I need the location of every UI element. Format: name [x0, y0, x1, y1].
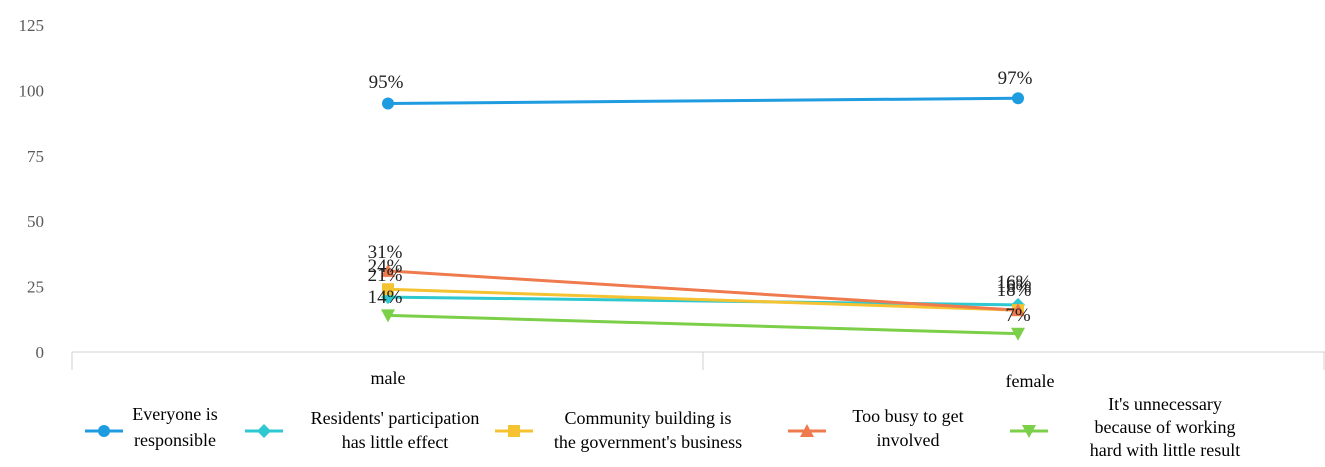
data-label: 24% — [368, 256, 403, 277]
data-label: 14% — [368, 287, 403, 308]
legend-label: because of working — [1095, 417, 1236, 437]
x-category-label: female — [1006, 371, 1055, 391]
series-4 — [381, 263, 1025, 317]
series-line — [387, 287, 1019, 312]
data-point — [382, 283, 394, 296]
legend: Everyone is responsible Residents' partici… — [85, 394, 1240, 460]
data-labels: 95% 97% 21% 18% 24% 16% 31% 16% 14% 7% — [368, 68, 1033, 326]
data-label: 97% — [998, 68, 1033, 89]
x-category-label: male — [371, 368, 406, 388]
legend-label: Community building is — [564, 408, 731, 428]
series-lines — [381, 92, 1025, 341]
legend-item-3: Community building is the government's bu… — [495, 408, 742, 452]
legend-label: Everyone is — [132, 404, 217, 424]
y-tick-label: 75 — [27, 147, 44, 166]
data-label: 16% — [997, 272, 1032, 293]
legend-label: the government's business — [554, 432, 742, 452]
data-point — [381, 309, 395, 323]
legend-item-4: Too busy to get involved — [788, 406, 964, 450]
series-line — [387, 313, 1019, 336]
axes — [71, 351, 1325, 370]
series-line — [387, 96, 1019, 105]
legend-label: involved — [877, 430, 940, 450]
y-tick-label: 0 — [36, 343, 45, 362]
data-point — [381, 263, 395, 277]
data-point — [1011, 327, 1025, 341]
y-tick-label: 25 — [27, 278, 44, 297]
data-label: 16% — [997, 276, 1032, 297]
legend-label: responsible — [134, 430, 216, 450]
legend-label: Residents' participation — [311, 408, 480, 428]
legend-swatch-marker — [508, 425, 520, 437]
series-line — [387, 269, 1019, 312]
data-point — [1011, 303, 1025, 317]
legend-item-5: It's unnecessary because of working hard w… — [1010, 394, 1240, 460]
data-point — [382, 97, 394, 110]
legend-label: has little effect — [342, 432, 449, 452]
legend-swatch-marker — [1022, 425, 1036, 438]
legend-label: Too busy to get — [852, 406, 963, 426]
legend-swatch-marker — [800, 424, 814, 437]
legend-item-1: Everyone is responsible — [85, 404, 218, 450]
series-1 — [382, 92, 1024, 110]
data-label: 31% — [368, 242, 403, 263]
series-5 — [381, 309, 1025, 341]
y-axis-ticks: 0 25 50 75 100 125 — [19, 16, 45, 362]
data-label: 95% — [369, 72, 404, 93]
y-tick-label: 125 — [19, 16, 45, 35]
legend-swatch-marker — [257, 424, 271, 438]
legend-label: hard with little result — [1090, 440, 1240, 460]
data-label: 18% — [997, 280, 1032, 301]
x-axis-categories: male female — [371, 368, 1055, 391]
data-point — [1012, 92, 1024, 105]
data-label: 7% — [1005, 305, 1031, 326]
y-tick-label: 100 — [19, 81, 45, 100]
y-tick-label: 50 — [27, 212, 44, 231]
legend-swatch-marker — [98, 425, 110, 437]
legend-label: It's unnecessary — [1108, 394, 1222, 414]
legend-item-2: Residents' participation has little effec… — [245, 408, 479, 452]
data-label: 21% — [368, 265, 403, 286]
